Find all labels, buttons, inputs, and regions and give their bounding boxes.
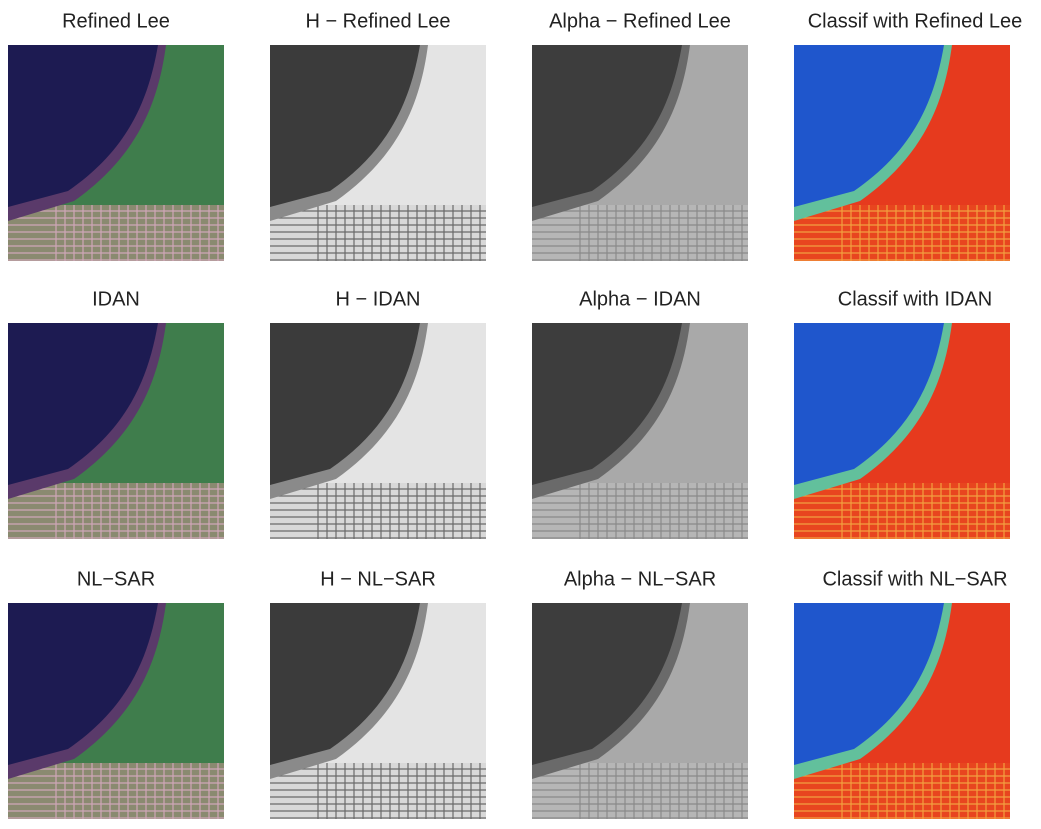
grid-area — [8, 483, 224, 539]
water — [794, 323, 944, 485]
grid-area — [532, 483, 748, 539]
grid-area — [8, 205, 224, 261]
grid-area — [794, 483, 1010, 539]
water — [8, 603, 158, 765]
panel-image — [532, 45, 748, 261]
water — [532, 323, 682, 485]
panel-title: Alpha − NL−SAR — [564, 568, 716, 590]
grid-area — [8, 763, 224, 819]
panel-image — [270, 603, 486, 819]
water — [794, 603, 944, 765]
panel-title: Refined Lee — [62, 10, 170, 32]
panel-image — [532, 323, 748, 539]
panel-title: Alpha − IDAN — [579, 288, 701, 310]
panel-title: H − NL−SAR — [320, 568, 436, 590]
grid-area — [270, 483, 486, 539]
grid-area — [532, 763, 748, 819]
panel-title: Classif with NL−SAR — [822, 568, 1007, 590]
grid-area — [270, 205, 486, 261]
panel-title: NL−SAR — [77, 568, 155, 590]
grid-area — [794, 763, 1010, 819]
water — [8, 45, 158, 207]
water — [532, 603, 682, 765]
panel-image — [8, 45, 224, 261]
water — [8, 323, 158, 485]
panel-title: Classif with IDAN — [838, 288, 992, 310]
grid-area — [532, 205, 748, 261]
water — [794, 45, 944, 207]
water — [270, 323, 420, 485]
panel-image — [8, 323, 224, 539]
panel-image — [532, 603, 748, 819]
panel-title: Alpha − Refined Lee — [549, 10, 731, 32]
water — [532, 45, 682, 207]
panel-title: H − Refined Lee — [305, 10, 450, 32]
panel-image — [8, 603, 224, 819]
panel-image — [794, 45, 1010, 261]
grid-area — [270, 763, 486, 819]
water — [270, 603, 420, 765]
panel-image — [270, 323, 486, 539]
panel-image — [794, 603, 1010, 819]
panel-image — [794, 323, 1010, 539]
panel-title: Classif with Refined Lee — [808, 10, 1023, 32]
panel-image — [270, 45, 486, 261]
panel-title: H − IDAN — [335, 288, 420, 310]
grid-area — [794, 205, 1010, 261]
panel-title: IDAN — [92, 288, 140, 310]
water — [270, 45, 420, 207]
